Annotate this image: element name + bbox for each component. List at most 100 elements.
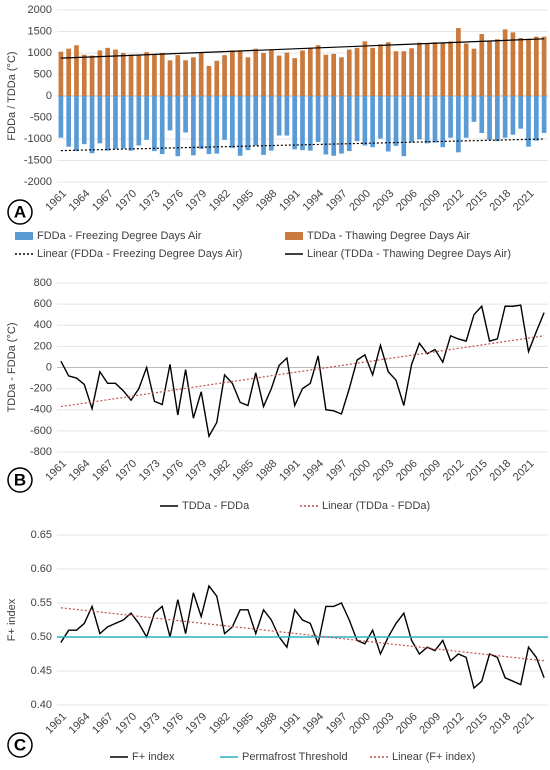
bar bbox=[385, 96, 391, 152]
bar bbox=[315, 45, 321, 96]
trend-line bbox=[60, 335, 545, 408]
y-tick-label: -600 bbox=[30, 425, 52, 437]
y-tick-label: 600 bbox=[34, 298, 52, 310]
x-tick-label: 1976 bbox=[160, 458, 186, 484]
x-tick-label: 2003 bbox=[371, 711, 397, 737]
bar bbox=[385, 42, 391, 96]
y-tick-label: 800 bbox=[34, 277, 52, 289]
y-tick-label: -400 bbox=[30, 404, 52, 416]
bar bbox=[128, 54, 134, 96]
x-tick-label: 1973 bbox=[137, 458, 163, 484]
bar bbox=[292, 96, 298, 150]
bar bbox=[362, 96, 368, 146]
bar bbox=[191, 57, 196, 96]
bar bbox=[533, 36, 539, 96]
bar bbox=[526, 38, 531, 96]
bar bbox=[144, 52, 149, 96]
x-tick-label: 2003 bbox=[371, 188, 397, 214]
x-tick-label: 1979 bbox=[184, 188, 210, 214]
x-tick-label: 1994 bbox=[300, 711, 326, 737]
x-tick-label: 1991 bbox=[277, 458, 303, 484]
y-tick-label: -500 bbox=[30, 111, 52, 123]
bar bbox=[315, 96, 321, 143]
legend-label: Permafrost Threshold bbox=[242, 751, 348, 763]
x-tick-label: 2009 bbox=[417, 458, 443, 484]
y-tick-label: 0.50 bbox=[31, 631, 52, 643]
bar bbox=[463, 43, 469, 96]
x-tick-label: 1988 bbox=[254, 711, 280, 737]
x-tick-label: 2006 bbox=[394, 711, 420, 737]
x-tick-label: 1991 bbox=[277, 711, 303, 737]
bar bbox=[276, 55, 282, 96]
panel-label: A bbox=[14, 202, 26, 221]
x-tick-label: 1997 bbox=[324, 188, 350, 214]
bar bbox=[206, 96, 212, 155]
x-tick-label: 2015 bbox=[464, 188, 490, 214]
x-tick-label: 2015 bbox=[464, 711, 490, 737]
bar bbox=[526, 96, 531, 147]
panel-label: B bbox=[14, 470, 26, 489]
bar bbox=[230, 50, 235, 96]
bar bbox=[393, 96, 399, 146]
bar bbox=[81, 96, 87, 145]
bar bbox=[268, 96, 274, 151]
y-tick-label: 0.65 bbox=[31, 529, 52, 541]
bar bbox=[222, 96, 227, 140]
bar bbox=[206, 65, 212, 96]
x-tick-label: 1961 bbox=[43, 188, 69, 214]
x-tick-label: 1985 bbox=[230, 188, 256, 214]
bar bbox=[214, 60, 220, 96]
x-tick-label: 2006 bbox=[394, 458, 420, 484]
bar bbox=[331, 96, 337, 156]
x-tick-label: 2012 bbox=[441, 711, 467, 737]
bar bbox=[191, 96, 196, 156]
y-tick-label: -1500 bbox=[24, 154, 52, 166]
x-tick-label: 2003 bbox=[371, 458, 397, 484]
legend-swatch bbox=[15, 232, 33, 240]
bar bbox=[479, 34, 485, 96]
bar bbox=[440, 42, 446, 96]
x-tick-label: 1970 bbox=[113, 188, 139, 214]
y-axis-title: F+ index bbox=[6, 598, 18, 641]
x-tick-label: 2018 bbox=[488, 188, 514, 214]
x-tick-label: 1976 bbox=[160, 711, 186, 737]
bar bbox=[198, 53, 204, 96]
y-tick-label: 0.60 bbox=[31, 563, 52, 575]
x-tick-label: 1973 bbox=[137, 188, 163, 214]
bar bbox=[424, 43, 430, 96]
y-tick-label: 200 bbox=[34, 340, 52, 352]
y-tick-label: -2000 bbox=[24, 176, 52, 188]
x-tick-label: 1988 bbox=[254, 458, 280, 484]
x-tick-label: 1997 bbox=[324, 458, 350, 484]
panel-badge bbox=[7, 732, 33, 758]
x-tick-label: 1982 bbox=[207, 711, 233, 737]
legend-label: Linear (FDDa - Freezing Degree Days Air) bbox=[37, 248, 242, 260]
bar bbox=[487, 96, 492, 140]
x-tick-label: 2000 bbox=[347, 188, 373, 214]
bar bbox=[89, 96, 95, 154]
x-tick-label: 2000 bbox=[347, 458, 373, 484]
bar bbox=[167, 60, 173, 96]
bar bbox=[432, 96, 438, 143]
bar bbox=[331, 53, 337, 96]
x-tick-label: 2000 bbox=[347, 711, 373, 737]
legend-label: Linear (TDDa - Thawing Degree Days Air) bbox=[307, 248, 511, 260]
x-tick-label: 2006 bbox=[394, 188, 420, 214]
bar bbox=[89, 55, 95, 96]
bar bbox=[409, 96, 414, 143]
bar bbox=[253, 96, 259, 146]
x-tick-label: 1985 bbox=[230, 458, 256, 484]
x-tick-label: 2009 bbox=[417, 711, 443, 737]
trend-line bbox=[60, 38, 545, 59]
x-tick-label: 1970 bbox=[113, 711, 139, 737]
bar bbox=[502, 96, 508, 138]
bar bbox=[362, 41, 368, 96]
bar bbox=[339, 57, 344, 96]
bar bbox=[136, 55, 142, 96]
bar bbox=[237, 96, 243, 156]
x-tick-label: 2012 bbox=[441, 458, 467, 484]
bar bbox=[487, 41, 492, 96]
x-tick-label: 1982 bbox=[207, 188, 233, 214]
bar bbox=[346, 96, 352, 152]
